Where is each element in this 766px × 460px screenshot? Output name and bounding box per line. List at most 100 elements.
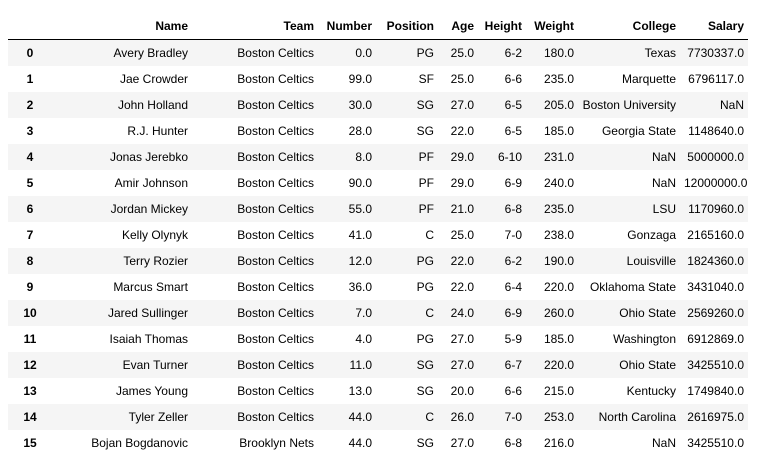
name-cell: John Holland — [117, 98, 188, 112]
college-cell: Louisville — [626, 254, 676, 268]
age-cell: 27.0 — [450, 98, 474, 112]
team-cell: Boston Celtics — [237, 46, 314, 60]
number-cell: 41.0 — [348, 228, 372, 242]
weight-cell: 240.0 — [543, 176, 574, 190]
team-cell: Boston Celtics — [237, 228, 314, 242]
salary-cell: 3425510.0 — [687, 436, 744, 450]
number-header: Number — [318, 13, 376, 40]
team-cell: Boston Celtics — [237, 358, 314, 372]
number-cell: 36.0 — [348, 280, 372, 294]
table-row: 0 Avery Bradley Boston Celtics 0.0 PG 25.0 6-2… — [8, 39, 748, 66]
college-cell: Ohio State — [619, 306, 676, 320]
age-cell: 25.0 — [450, 228, 474, 242]
age-cell: 22.0 — [450, 280, 474, 294]
college-cell: NaN — [651, 436, 676, 450]
salary-cell: 1749840.0 — [687, 384, 744, 398]
table-row: 8 Terry Rozier Boston Celtics 12.0 PG 22.0 6-2… — [8, 248, 748, 274]
team-cell: Boston Celtics — [237, 384, 314, 398]
height-cell: 7-0 — [504, 228, 522, 242]
height-cell: 6-9 — [504, 306, 522, 320]
name-cell: Bojan Bogdanovic — [91, 436, 188, 450]
height-cell: 6-6 — [504, 384, 522, 398]
salary-cell: 7730337.0 — [687, 46, 744, 60]
number-cell: 13.0 — [348, 384, 372, 398]
team-cell: Boston Celtics — [237, 410, 314, 424]
number-cell: 12.0 — [348, 254, 372, 268]
name-cell: Terry Rozier — [123, 254, 188, 268]
position-cell: PF — [418, 202, 434, 216]
height-header: Height — [478, 13, 526, 40]
college-cell: Washington — [613, 332, 676, 346]
weight-cell: 216.0 — [543, 436, 574, 450]
height-cell: 6-5 — [504, 124, 522, 138]
position-cell: C — [425, 410, 434, 424]
age-cell: 25.0 — [450, 72, 474, 86]
height-cell: 6-6 — [504, 72, 522, 86]
table-body: 0 Avery Bradley Boston Celtics 0.0 PG 25.0 6-2… — [8, 39, 748, 456]
salary-cell: 1824360.0 — [687, 254, 744, 268]
weight-cell: 260.0 — [543, 306, 574, 320]
age-cell: 29.0 — [450, 150, 474, 164]
row-index: 6 — [26, 202, 34, 216]
number-cell: 28.0 — [348, 124, 372, 138]
team-cell: Boston Celtics — [237, 72, 314, 86]
college-cell: NaN — [651, 150, 676, 164]
team-cell: Boston Celtics — [237, 98, 314, 112]
weight-cell: 253.0 — [543, 410, 574, 424]
table-row: 7 Kelly Olynyk Boston Celtics 41.0 C 25.0 7-0 2… — [8, 222, 748, 248]
table-row: 2 John Holland Boston Celtics 30.0 SG 27.0 6-5… — [8, 92, 748, 118]
salary-cell: 2616975.0 — [687, 410, 744, 424]
number-cell: 44.0 — [348, 410, 372, 424]
salary-cell: 3425510.0 — [687, 358, 744, 372]
number-cell: 7.0 — [355, 306, 372, 320]
college-cell: Ohio State — [619, 358, 676, 372]
name-cell: Jonas Jerebko — [109, 150, 188, 164]
number-cell: 0.0 — [355, 46, 372, 60]
dataframe-output: Name Team Number Position Age Height Weight Col… — [8, 13, 750, 456]
row-index: 1 — [26, 72, 34, 86]
row-index: 0 — [26, 46, 34, 60]
college-cell: Gonzaga — [627, 228, 676, 242]
table-row: 5 Amir Johnson Boston Celtics 90.0 PF 29.0 6-9… — [8, 170, 748, 196]
table-row: 9 Marcus Smart Boston Celtics 36.0 PG 22.0 6-4… — [8, 274, 748, 300]
position-cell: PF — [418, 176, 434, 190]
table-row: 13 James Young Boston Celtics 13.0 SG 20.0 6-6… — [8, 378, 748, 404]
name-cell: Marcus Smart — [113, 280, 188, 294]
weight-cell: 231.0 — [543, 150, 574, 164]
table-row: 12 Evan Turner Boston Celtics 11.0 SG 27.0 6-7… — [8, 352, 748, 378]
height-cell: 7-0 — [504, 410, 522, 424]
weight-cell: 185.0 — [543, 124, 574, 138]
number-cell: 55.0 — [348, 202, 372, 216]
row-index: 5 — [26, 176, 34, 190]
college-cell: Marquette — [621, 72, 676, 86]
index-header — [8, 13, 52, 40]
weight-cell: 220.0 — [543, 280, 574, 294]
age-header: Age — [438, 13, 478, 40]
age-cell: 20.0 — [450, 384, 474, 398]
row-index: 3 — [26, 124, 34, 138]
row-index: 2 — [26, 98, 34, 112]
position-cell: C — [425, 228, 434, 242]
number-cell: 30.0 — [348, 98, 372, 112]
name-cell: Isaiah Thomas — [109, 332, 189, 346]
height-cell: 6-4 — [504, 280, 522, 294]
name-cell: Jared Sullinger — [107, 306, 188, 320]
table-row: 10 Jared Sullinger Boston Celtics 7.0 C 24.0 6… — [8, 300, 748, 326]
weight-cell: 185.0 — [543, 332, 574, 346]
age-cell: 22.0 — [450, 124, 474, 138]
number-cell: 8.0 — [355, 150, 372, 164]
college-cell: Kentucky — [626, 384, 676, 398]
weight-cell: 215.0 — [543, 384, 574, 398]
table-row: 4 Jonas Jerebko Boston Celtics 8.0 PF 29.0 6-1… — [8, 144, 748, 170]
team-cell: Boston Celtics — [237, 280, 314, 294]
college-cell: Oklahoma State — [589, 280, 676, 294]
age-cell: 27.0 — [450, 436, 474, 450]
salary-cell: 6796117.0 — [688, 72, 744, 86]
height-cell: 6-2 — [504, 254, 522, 268]
name-cell: Avery Bradley — [113, 46, 188, 60]
college-header: College — [578, 13, 680, 40]
height-cell: 5-9 — [504, 332, 522, 346]
age-cell: 24.0 — [450, 306, 474, 320]
team-cell: Boston Celtics — [237, 306, 314, 320]
row-index: 8 — [26, 254, 34, 268]
